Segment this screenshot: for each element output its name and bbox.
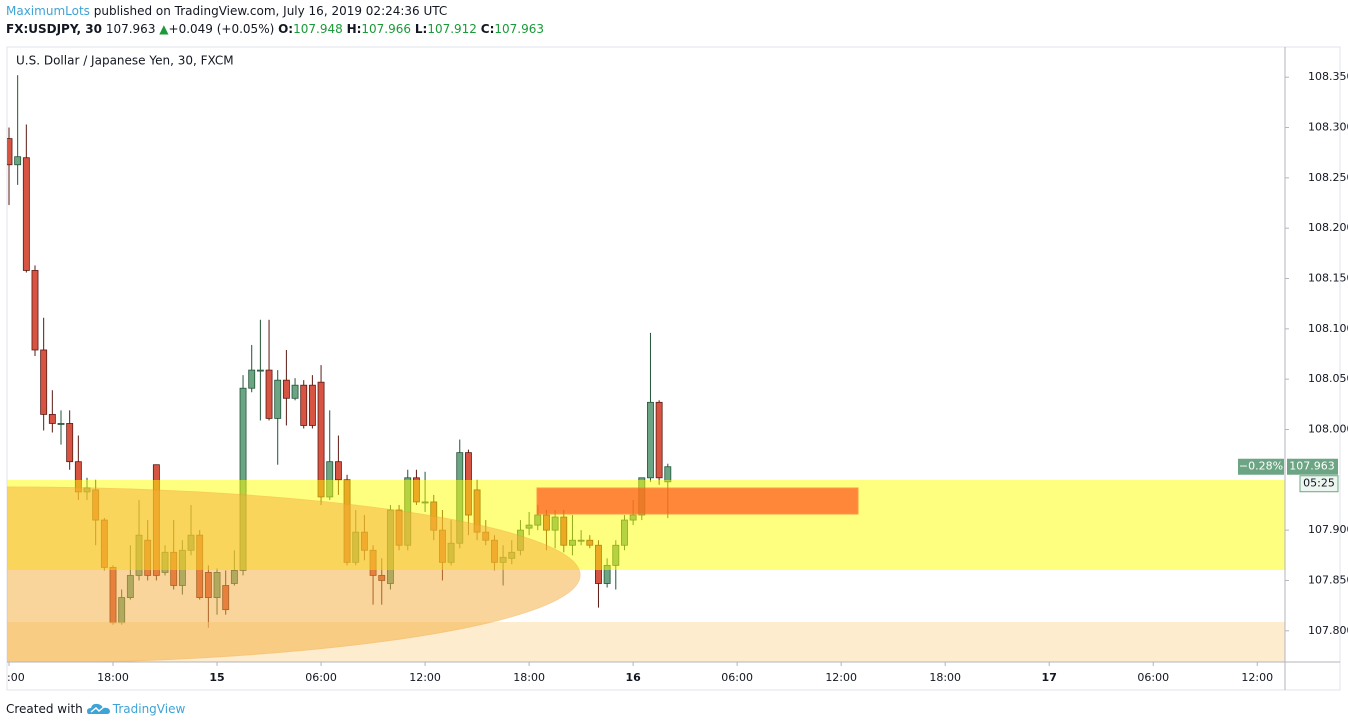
candle-body [7,138,13,166]
candle-body [40,349,48,415]
x-tick-label: 18:00 [97,671,129,684]
axes: 108.350 108.300 108.250 108.200 108.150 108.1… [7,70,1348,684]
change-tag-bg [1238,458,1284,475]
l: 107.912 [427,22,477,36]
candle-body [664,466,672,483]
price-tag-bg [1287,458,1338,475]
candle-body [31,270,39,351]
logo [86,703,110,714]
candle-body [308,384,316,426]
candle-body [655,401,663,479]
y-tick-label: 107.850 [1308,573,1348,586]
change-tag: −0.28% [1239,460,1283,473]
countdown-bg [1299,475,1339,493]
c-label: C: [480,22,495,36]
y-tick-label: 108.150 [1308,272,1348,285]
y-tick-label: 108.200 [1308,221,1348,234]
x-tick-label: 18:00 [929,671,961,684]
zone-box [536,487,859,515]
change: +0.049 (+0.05%) [168,22,275,36]
candle-body [265,369,273,419]
candle-body [282,379,290,399]
h: 107.966 [361,22,412,36]
candle-body [248,369,256,389]
candle-body [22,157,30,271]
x-tick-label: 12:00 [825,671,857,684]
candle-body [317,381,325,498]
y-tick-label: 107.900 [1308,523,1348,536]
publish-line: MaximumLots published on TradingView.com… [6,4,447,18]
publish-info: published on TradingView.com, July 16, 2… [93,4,448,18]
candle-body [48,413,56,424]
candle-body [291,384,299,399]
author[interactable]: MaximumLots [6,4,90,18]
y-tick-label: 108.250 [1308,171,1348,184]
footer-text: Created with [6,702,83,716]
l-label: L: [414,22,428,36]
x-tick-label: 12:00 [1241,671,1273,684]
y-tick-label: 108.350 [1308,70,1348,83]
o: 107.948 [293,22,343,36]
x-tick-label: :00 [7,671,25,684]
x-tick-label: 16 [625,671,641,684]
footer: Created with TradingView [6,702,185,716]
quote-line: FX:USDJPY, 30 107.963 ▲+0.049 (+0.05%) O… [6,22,544,36]
candle-body [57,423,65,425]
price-tag: 107.963 [1289,460,1335,473]
candle-body [647,401,654,479]
candle-body [66,423,74,463]
candle-body [14,156,22,166]
footer-brand[interactable]: TradingView [112,702,186,716]
candle-body [300,384,308,426]
countdown: 05:25 [1303,477,1335,490]
candle-body [256,369,264,372]
x-tick-label: 15 [209,671,224,684]
y-tick-label: 108.050 [1308,372,1348,385]
candle-body [334,461,342,481]
candle-body [274,379,282,419]
drawings [7,480,1285,662]
x-tick-label: 06:00 [721,671,753,684]
x-tick-label: 06:00 [1137,671,1169,684]
chart-frame [6,46,1341,691]
y-tick-label: 108.300 [1308,121,1348,134]
y-tick-label: 108.000 [1308,422,1348,435]
y-tick-label: 108.100 [1308,322,1348,335]
x-tick-label: 17 [1042,671,1057,684]
symbol: FX:USDJPY, 30 [6,22,102,36]
x-tick-label: 18:00 [513,671,545,684]
y-tick-label: 107.800 [1308,624,1348,637]
c: 107.963 [494,22,544,36]
zone-ellipse [7,486,581,662]
chart-title: U.S. Dollar / Japanese Yen, 30, FXCM [16,54,234,68]
arrow: ▲ [159,22,169,36]
o-label: O: [278,22,294,36]
last: 107.963 [105,22,156,36]
h-label: H: [346,22,362,36]
x-tick-label: 12:00 [409,671,441,684]
x-tick-label: 06:00 [305,671,337,684]
